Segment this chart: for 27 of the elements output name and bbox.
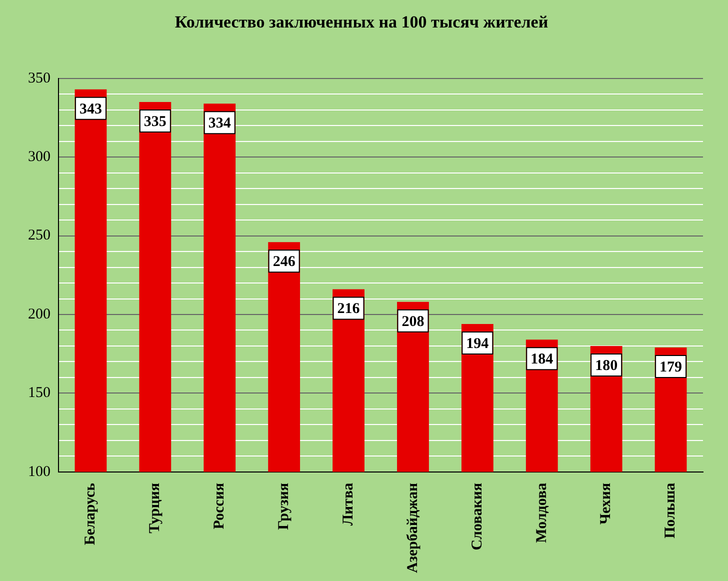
data-label: 335 <box>144 114 166 130</box>
data-label: 246 <box>272 254 296 270</box>
data-label: 194 <box>466 336 490 352</box>
x-tick-label: Словакия <box>469 482 486 550</box>
x-tick-label: Турция <box>147 482 164 534</box>
data-label: 208 <box>402 314 424 330</box>
data-label: 343 <box>79 101 102 118</box>
x-tick-label: Литва <box>340 482 356 526</box>
data-label: 180 <box>595 358 618 374</box>
x-tick-label: Молдова <box>534 482 550 543</box>
chart-title: Количество заключенных на 100 тысяч жителей <box>174 12 548 32</box>
y-tick-label: 300 <box>28 149 50 166</box>
x-tick-label: Россия <box>212 482 228 530</box>
y-tick-label: 350 <box>28 70 50 86</box>
x-tick-label: Грузия <box>276 482 292 530</box>
x-tick-label: Польша <box>662 482 679 538</box>
data-label: 216 <box>337 301 360 318</box>
y-tick-label: 100 <box>28 464 50 480</box>
y-tick-label: 150 <box>28 385 50 402</box>
y-tick-label: 250 <box>28 228 50 244</box>
data-label: 334 <box>208 115 232 132</box>
data-label: 184 <box>530 352 554 368</box>
x-tick-label: Чехия <box>598 482 614 525</box>
x-tick-label: Азербайджан <box>404 482 421 574</box>
y-tick-label: 200 <box>28 306 50 322</box>
data-label: 179 <box>660 359 682 376</box>
x-tick-label: Беларусь <box>82 482 99 546</box>
